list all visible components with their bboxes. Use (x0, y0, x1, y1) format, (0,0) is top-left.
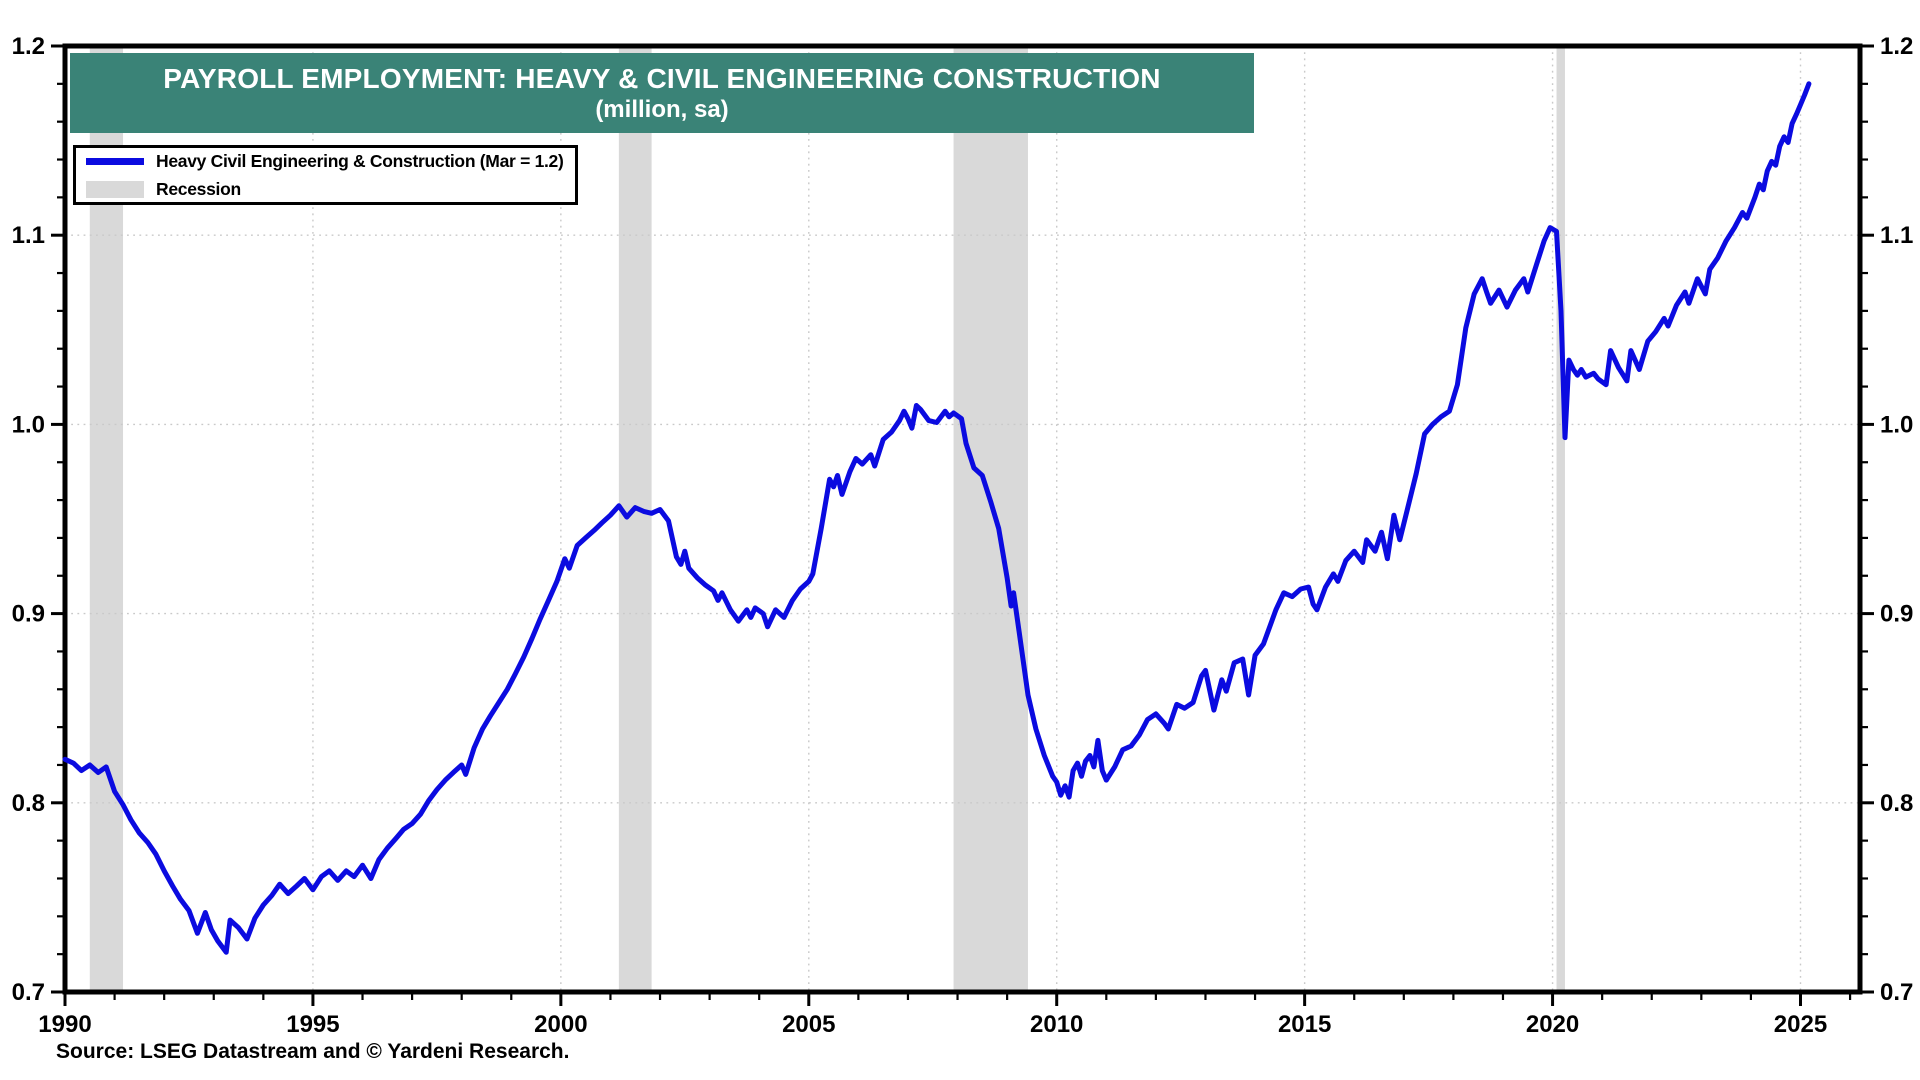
recession-band (953, 46, 1028, 992)
blue-line-swatch (86, 157, 144, 165)
legend-item-series: Heavy Civil Engineering & Construction (… (76, 148, 575, 174)
y-axis-label-left: 0.8 (12, 790, 45, 817)
chart-title-banner: PAYROLL EMPLOYMENT: HEAVY & CIVIL ENGINE… (70, 53, 1254, 133)
x-axis-label: 1990 (38, 1011, 91, 1038)
recession-swatch-wrap (86, 180, 144, 198)
x-axis-label: 2025 (1774, 1011, 1827, 1038)
series-line-swatch-wrap (86, 157, 144, 165)
y-axis-label-right: 0.9 (1880, 601, 1913, 628)
y-axis-label-right: 0.8 (1880, 790, 1913, 817)
y-axis-label-left: 1.1 (12, 222, 45, 249)
legend-series-label: Heavy Civil Engineering & Construction (… (156, 150, 564, 171)
recession-swatch (86, 180, 144, 198)
chart-title: PAYROLL EMPLOYMENT: HEAVY & CIVIL ENGINE… (163, 63, 1161, 95)
y-axis-label-right: 1.1 (1880, 222, 1913, 249)
y-axis-label-right: 0.7 (1880, 979, 1913, 1006)
y-axis-label-left: 1.2 (12, 33, 45, 60)
plot-frame (62, 43, 1863, 995)
x-axis-label: 1995 (286, 1011, 339, 1038)
y-axis-label-left: 1.0 (12, 411, 45, 438)
x-axis-label: 2010 (1030, 1011, 1083, 1038)
x-axis-label: 2000 (534, 1011, 587, 1038)
x-axis-label: 2015 (1278, 1011, 1331, 1038)
y-axis-label-right: 1.2 (1880, 33, 1913, 60)
x-axis-label: 2005 (782, 1011, 835, 1038)
source-note: Source: LSEG Datastream and © Yardeni Re… (56, 1040, 570, 1063)
y-axis-label-right: 1.0 (1880, 411, 1913, 438)
legend-box: Heavy Civil Engineering & Construction (… (73, 145, 578, 205)
y-axis-label-left: 0.9 (12, 601, 45, 628)
chart-subtitle: (million, sa) (595, 96, 729, 124)
y-axis-label-left: 0.7 (12, 979, 45, 1006)
x-axis-label: 2020 (1526, 1011, 1579, 1038)
series-line-heavy-civil (62, 81, 1812, 955)
legend-recession-label: Recession (156, 178, 241, 199)
legend-item-recession: Recession (76, 176, 575, 202)
recession-band (618, 46, 652, 992)
recession-band (1556, 46, 1565, 992)
